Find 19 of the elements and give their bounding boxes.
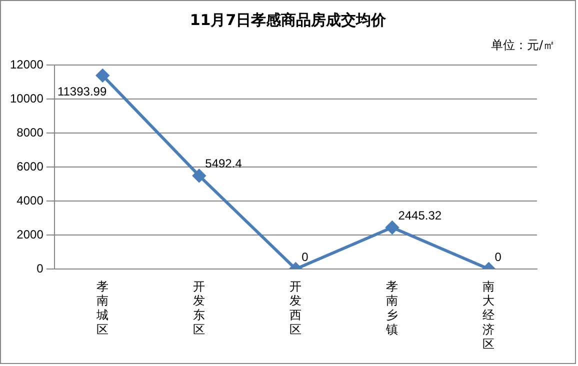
data-label: 0 [494,250,502,264]
data-label: 11393.99 [57,84,107,98]
data-label: 0 [302,250,309,264]
x-tick-label: 孝南城区 [96,279,109,337]
x-tick-label: 南大经济区 [482,279,495,351]
y-tick-label: 2000 [16,227,44,242]
data-label: 2445.32 [398,208,442,222]
text: 单位：元/㎡ [490,37,555,54]
y-tick-label: 4000 [16,193,44,208]
y-tick-label: 6000 [16,159,44,174]
chart-title: 11月7日孝感商品房成交均价 [188,11,388,30]
y-tick-label: 12000 [10,58,44,72]
y-tick-label: 8000 [16,125,44,140]
y-tick-label: 10000 [10,91,44,106]
y-tick-label: 0 [36,261,44,276]
x-tick-label: 开发东区 [193,279,206,337]
x-tick-label: 开发西区 [290,279,302,337]
x-tick-label: 孝南乡镇 [385,279,398,337]
data-label: 5492.4 [205,156,242,171]
